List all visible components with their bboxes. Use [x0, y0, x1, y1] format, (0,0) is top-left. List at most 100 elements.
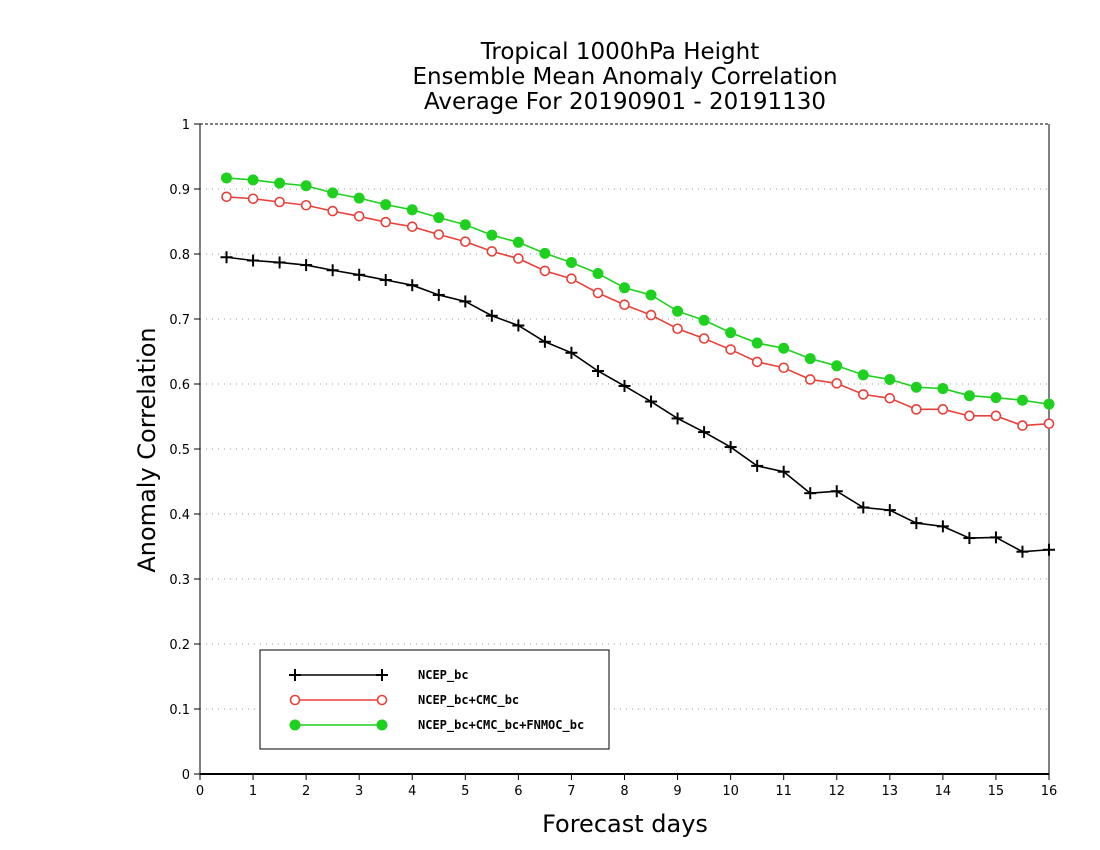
data-point	[990, 410, 1002, 422]
data-point	[300, 199, 312, 211]
data-point	[220, 251, 233, 264]
data-point	[618, 379, 631, 392]
data-point	[565, 256, 577, 268]
y-tick-label: 0.9	[169, 183, 190, 198]
data-point	[672, 305, 684, 317]
x-tick-label: 10	[722, 784, 739, 799]
y-tick-label: 0.1	[169, 703, 190, 718]
data-point	[830, 485, 843, 498]
legend-entry: NCEP_bc+CMC_bc+FNMOC_bc	[289, 718, 584, 733]
data-point	[300, 180, 312, 192]
data-point	[698, 333, 710, 344]
data-point	[486, 229, 498, 241]
y-tick-label: 0	[182, 768, 190, 783]
x-tick-label: 7	[567, 784, 575, 799]
y-tick-label: 0.7	[169, 313, 190, 328]
y-tick-label: 0.3	[169, 573, 190, 588]
data-point	[406, 279, 419, 292]
data-point	[725, 344, 736, 355]
data-point	[247, 174, 259, 186]
data-point	[990, 392, 1002, 404]
x-tick-label: 1	[249, 784, 257, 799]
y-tick-label: 0.4	[169, 508, 190, 523]
data-point	[566, 273, 577, 285]
data-point	[883, 504, 896, 517]
data-point	[289, 694, 301, 706]
data-series	[220, 172, 1055, 558]
x-tick-label: 13	[882, 784, 899, 799]
x-tick-label: 4	[408, 784, 416, 799]
x-axis-label: Forecast days	[542, 810, 708, 838]
data-point	[353, 211, 365, 222]
axes	[194, 123, 1050, 780]
data-point	[565, 346, 578, 359]
data-point	[289, 719, 301, 731]
legend-label: NCEP_bc+CMC_bc+FNMOC_bc	[418, 718, 584, 733]
data-point	[353, 192, 365, 204]
data-point	[831, 360, 843, 372]
data-point	[353, 268, 366, 281]
data-point	[221, 191, 232, 203]
chart-subtitle-period: Average For 20190901 - 20191130	[424, 89, 826, 115]
x-tick-label: 14	[935, 784, 952, 799]
series-2	[221, 172, 1055, 410]
data-point	[380, 199, 392, 211]
data-point	[406, 221, 418, 232]
data-point	[751, 459, 764, 472]
data-point	[884, 392, 896, 404]
legend-entry: NCEP_bc+CMC_bc	[289, 693, 519, 708]
data-point	[433, 229, 445, 240]
data-point	[884, 373, 896, 385]
x-tick-label: 11	[775, 784, 792, 799]
x-tick-label: 8	[620, 784, 628, 799]
y-tick-label: 0.2	[169, 638, 190, 653]
x-tick-label: 2	[302, 784, 310, 799]
data-point	[592, 287, 604, 299]
data-point	[379, 274, 392, 286]
data-point	[804, 374, 816, 385]
data-point	[831, 378, 843, 389]
data-point	[910, 381, 922, 393]
data-point	[964, 410, 975, 422]
data-point	[777, 465, 790, 478]
data-point	[1043, 543, 1055, 556]
data-point	[619, 299, 630, 311]
data-point	[937, 404, 949, 415]
data-point	[804, 487, 817, 500]
data-point	[459, 295, 472, 308]
data-point	[539, 247, 551, 259]
data-point	[300, 259, 313, 272]
data-point	[406, 204, 418, 216]
data-point	[485, 309, 498, 322]
y-tick-label: 0.5	[169, 443, 190, 458]
data-point	[672, 323, 683, 335]
data-point	[432, 288, 445, 301]
data-point	[1043, 398, 1055, 410]
data-point	[274, 177, 286, 189]
series-0	[220, 251, 1055, 558]
x-tick-label: 16	[1041, 784, 1058, 799]
chart-title: Tropical 1000hPa Height	[480, 39, 760, 65]
data-point	[619, 282, 630, 294]
chart-subtitle: Ensemble Mean Anomaly Correlation	[412, 64, 837, 90]
data-point	[778, 362, 789, 374]
data-point	[538, 335, 551, 348]
data-point	[645, 395, 658, 408]
data-point	[645, 289, 657, 301]
data-point	[289, 669, 301, 681]
data-point	[273, 256, 286, 269]
data-point	[804, 353, 816, 365]
data-point	[512, 236, 524, 248]
data-point	[380, 216, 392, 228]
data-point	[1043, 418, 1055, 429]
x-tick-label: 6	[514, 784, 522, 799]
legend: NCEP_bc NCEP_bc+CMC_bc NCEP_bc+CMC_bc+FNMO…	[259, 649, 610, 750]
y-tick-label: 0.6	[169, 378, 190, 393]
data-point	[459, 219, 471, 231]
data-point	[857, 501, 870, 514]
tick-labels: 00.10.20.30.40.50.60.70.80.910 1 2 3 4 5 6 7 8 9 1…	[169, 118, 1057, 799]
data-point	[460, 236, 471, 247]
data-point	[937, 383, 949, 395]
data-point	[376, 694, 388, 706]
x-tick-label: 9	[673, 784, 681, 799]
